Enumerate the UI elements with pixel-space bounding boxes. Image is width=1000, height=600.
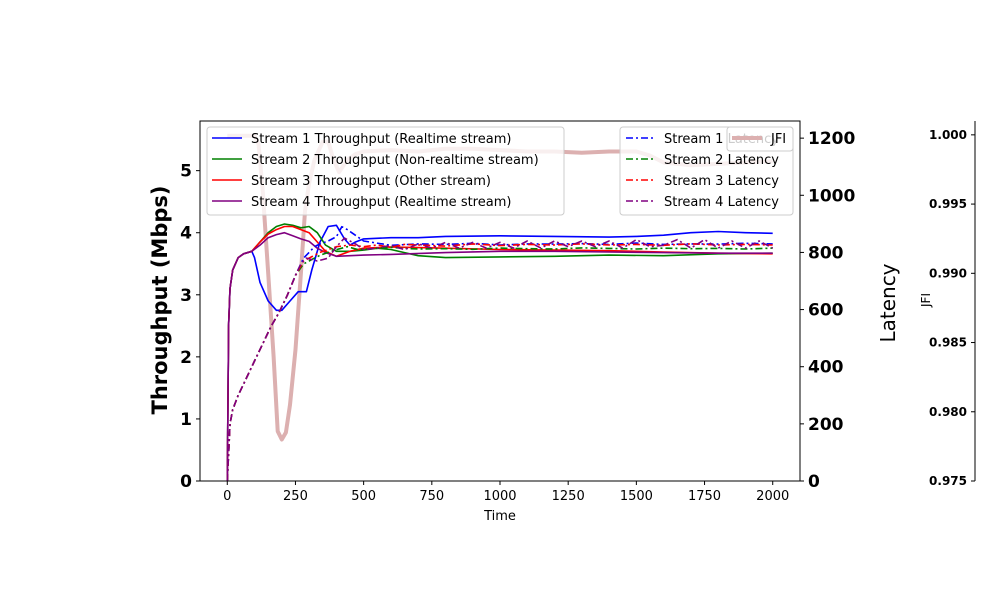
legend-throughput-box [206,126,565,216]
right-tick-label: 1000 [808,186,855,206]
latency-line-stream-2 [226,245,773,481]
x-tick-label: 250 [283,489,308,504]
right-tick-label: 400 [808,358,844,378]
legend-latency-label-2: Stream 2 Latency [664,153,779,168]
left-tick-label: 5 [180,162,192,182]
axes-group: 0 250 500 750 1000 1250 1500 1750 2000 0 1 2 3 4 5 0 200… [148,120,976,524]
legend-throughput-label-4: Stream 4 Throughput (Realtime stream) [251,195,511,210]
legend-latency-label-4: Stream 4 Latency [664,195,779,210]
legend-throughput-label-1: Stream 1 Throughput (Realtime stream) [251,132,511,147]
latency-series-group [226,225,774,481]
left-tick-label: 0 [180,472,192,492]
left-tick-label: 4 [180,224,192,244]
throughput-line-stream-2 [226,223,773,481]
throughput-line-stream-3 [226,225,773,481]
legend-group: Stream 1 Throughput (Realtime stream) Str… [206,126,794,216]
left-tick-label: 1 [180,410,192,430]
y-axis-label-throughput: Throughput (Mbps) [148,186,172,415]
left-tick-label: 2 [180,348,192,368]
legend-latency-label-3: Stream 3 Latency [664,174,779,189]
jfi-tick-label: 0.995 [929,197,967,211]
left-tick-label: 3 [180,286,192,306]
right-tick-label: 0 [808,472,820,492]
right-tick-label: 200 [808,415,844,435]
legend-jfi-label: JFI [770,132,786,147]
right-tick-label: 600 [808,301,844,321]
jfi-tick-label: 0.990 [929,266,967,280]
x-tick-label: 1250 [552,489,585,504]
jfi-tick-label: 0.985 [929,336,967,350]
x-tick-label: 2000 [756,489,789,504]
x-tick-label: 0 [223,489,231,504]
jfi-tick-label: 0.975 [929,474,967,488]
throughput-series-group [226,223,773,481]
y-axis-label-jfi: JFI [919,293,933,308]
right-tick-label: 1200 [808,129,855,149]
jfi-tick-label: 1.000 [929,128,967,142]
latency-line-stream-1 [226,225,773,481]
throughput-line-stream-1 [226,224,773,481]
x-tick-label: 750 [419,489,444,504]
right-tick-label: 800 [808,243,844,263]
throughput-line-stream-4 [226,231,773,481]
x-tick-label: 500 [351,489,376,504]
x-axis-label: Time [483,509,516,524]
legend-throughput-label-3: Stream 3 Throughput (Other stream) [251,174,491,189]
x-tick-label: 1750 [688,489,721,504]
latency-line-stream-4 [226,237,774,481]
x-tick-label: 1500 [620,489,653,504]
legend-throughput-label-2: Stream 2 Throughput (Non-realtime stream… [251,153,539,168]
y-axis-label-latency: Latency [876,263,900,342]
x-tick-label: 1000 [483,489,516,504]
jfi-tick-label: 0.980 [929,405,967,419]
